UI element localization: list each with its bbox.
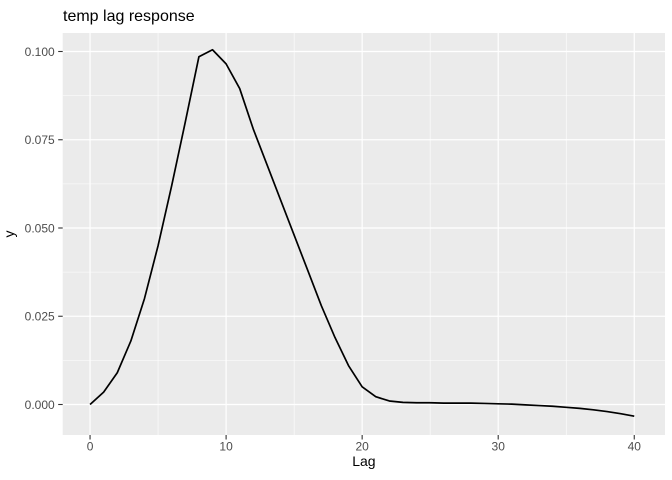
y-tick-label: 0.075 [25,133,55,147]
y-tick-label: 0.000 [25,398,55,412]
x-axis-title: Lag [352,453,375,469]
x-tick-label: 0 [87,440,94,454]
y-axis-title: y [1,231,17,238]
x-tick-label: 30 [492,440,506,454]
plot-panel-background [62,33,665,435]
x-tick-label: 10 [219,440,233,454]
y-tick-label: 0.050 [25,221,55,235]
x-tick-label: 40 [628,440,642,454]
y-tick-label: 0.025 [25,310,55,324]
chart-title: temp lag response [63,8,195,25]
x-tick-label: 20 [355,440,369,454]
y-tick-label: 0.100 [25,45,55,59]
response-curve [89,48,635,417]
